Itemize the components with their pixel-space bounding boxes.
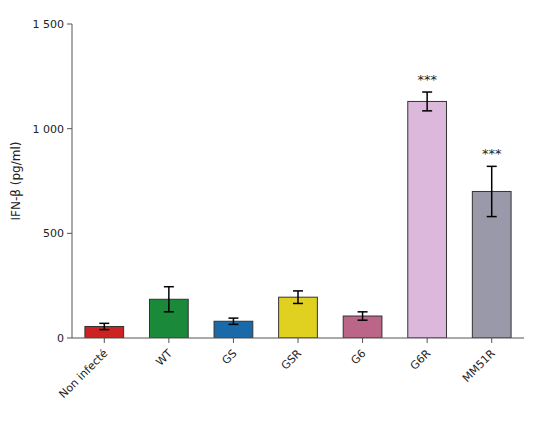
y-tick-label: 500 (43, 227, 64, 240)
x-tick-label: GS (219, 347, 239, 367)
x-tick-label: Non infecté (57, 347, 111, 401)
x-tick-label: GSR (279, 347, 305, 373)
bar (408, 101, 447, 338)
x-tick (427, 338, 428, 343)
y-tick (67, 233, 72, 234)
x-tick-label: MM51R (460, 347, 498, 385)
x-tick (491, 338, 492, 343)
significance-label: *** (482, 146, 502, 161)
bar (279, 297, 318, 338)
y-tick-label: 1 500 (33, 18, 65, 31)
error-bar (293, 291, 303, 304)
error-bar (487, 166, 497, 216)
y-axis-label: IFN-β (pg/ml) (9, 142, 23, 221)
error-bar (164, 287, 174, 312)
y-axis (72, 24, 73, 338)
x-tick-label: G6 (349, 347, 369, 367)
x-tick (168, 338, 169, 343)
y-tick (67, 24, 72, 25)
x-tick (233, 338, 234, 343)
bar (214, 321, 253, 338)
error-bar (99, 323, 109, 329)
error-bar (422, 92, 432, 111)
x-tick-label: G6R (408, 347, 434, 373)
y-tick-label: 0 (57, 332, 64, 345)
x-tick (104, 338, 105, 343)
bars (85, 92, 511, 338)
significance-label: *** (417, 72, 437, 87)
chart: 0 500 1 000 1 500 Non infecté WT GS GSR G6 G6R MM5… (0, 0, 544, 430)
error-bar (358, 312, 368, 320)
x-tick (362, 338, 363, 343)
error-bar (228, 318, 238, 324)
x-tick (298, 338, 299, 343)
y-tick-label: 1 000 (33, 123, 65, 136)
x-tick-label: WT (153, 347, 175, 369)
y-tick (67, 128, 72, 129)
y-tick (67, 338, 72, 339)
